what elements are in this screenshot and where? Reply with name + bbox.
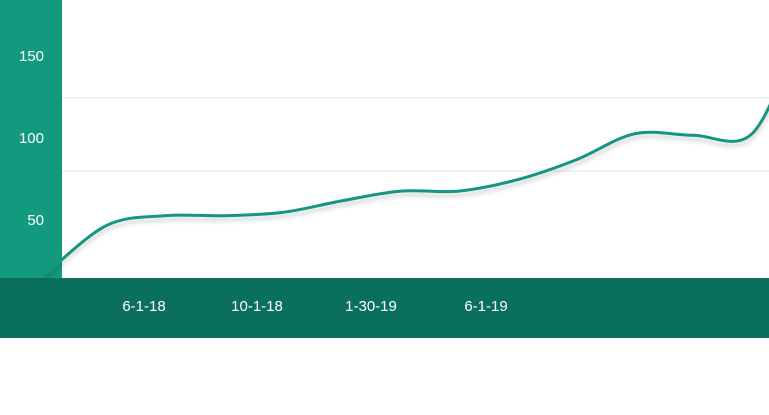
- line-chart-plot: [45, 97, 769, 275]
- x-tick-label: 6-1-19: [464, 298, 508, 315]
- x-tick-label: 1-30-19: [345, 298, 397, 315]
- x-tick-label: 10-1-18: [231, 298, 283, 315]
- x-axis-band: [0, 278, 769, 338]
- gridlines: [62, 97, 769, 172]
- y-tick-label: 150: [18, 48, 44, 65]
- y-axis-panel: [0, 0, 62, 278]
- x-tick-label: 6-1-18: [122, 298, 166, 315]
- y-tick-label: 100: [18, 130, 44, 147]
- series-line: [45, 103, 769, 275]
- y-tick-label: 50: [27, 212, 44, 229]
